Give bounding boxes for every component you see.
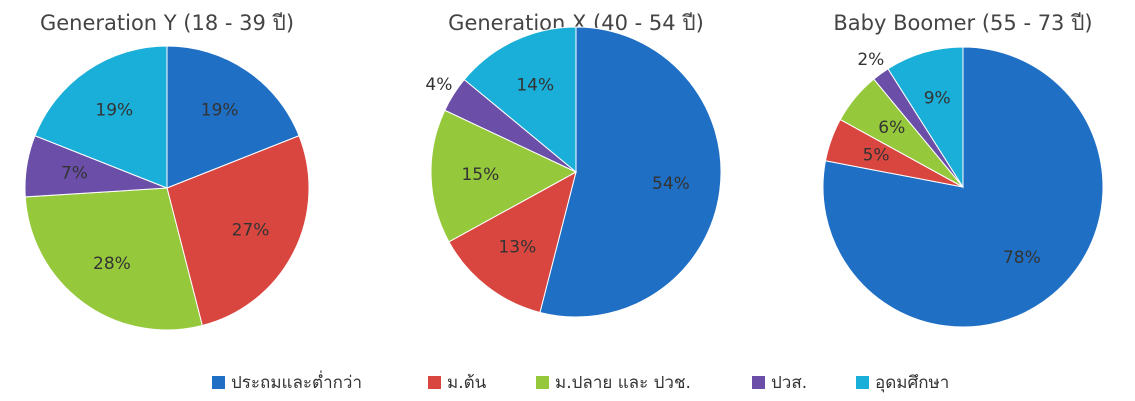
data-label: 78% <box>1003 248 1041 268</box>
legend-label: ม.ปลาย และ ปวช. <box>555 373 691 393</box>
data-label: 19% <box>95 100 133 120</box>
legend-swatch <box>536 376 549 389</box>
legend-swatch <box>856 376 869 389</box>
data-label: 14% <box>516 75 554 95</box>
pie-slice <box>166 45 300 189</box>
pie-slice <box>166 135 310 327</box>
pie-slice <box>463 26 577 174</box>
legend-swatch <box>428 376 441 389</box>
data-label: 4% <box>425 75 452 95</box>
pie-slice <box>430 109 578 243</box>
data-label: 6% <box>878 118 905 138</box>
chart-title: Baby Boomer (55 - 73 ปี) <box>833 11 1092 35</box>
pie-slice <box>539 26 722 318</box>
legend-swatch <box>752 376 765 389</box>
legend-label: ม.ต้น <box>447 373 487 393</box>
data-label: 9% <box>924 88 951 108</box>
data-label: 27% <box>232 221 270 241</box>
data-label: 13% <box>498 238 536 258</box>
chart-title: Generation Y (18 - 39 ปี) <box>40 11 294 35</box>
pie-slice <box>887 46 964 189</box>
data-label: 15% <box>461 165 499 185</box>
pie-slice <box>34 45 168 189</box>
data-label: 28% <box>93 254 131 274</box>
data-label: 7% <box>61 163 88 183</box>
pie-slice <box>24 187 203 331</box>
data-label: 2% <box>857 50 884 70</box>
data-label: 54% <box>652 174 690 194</box>
legend-label: ปวส. <box>771 373 807 393</box>
legend-swatch <box>212 376 225 389</box>
data-label: 5% <box>863 146 890 166</box>
data-label: 19% <box>201 100 239 120</box>
legend-label: ประถมและต่ำกว่า <box>231 370 362 393</box>
pie-slice <box>448 171 577 314</box>
legend-label: อุดมศึกษา <box>875 373 949 393</box>
